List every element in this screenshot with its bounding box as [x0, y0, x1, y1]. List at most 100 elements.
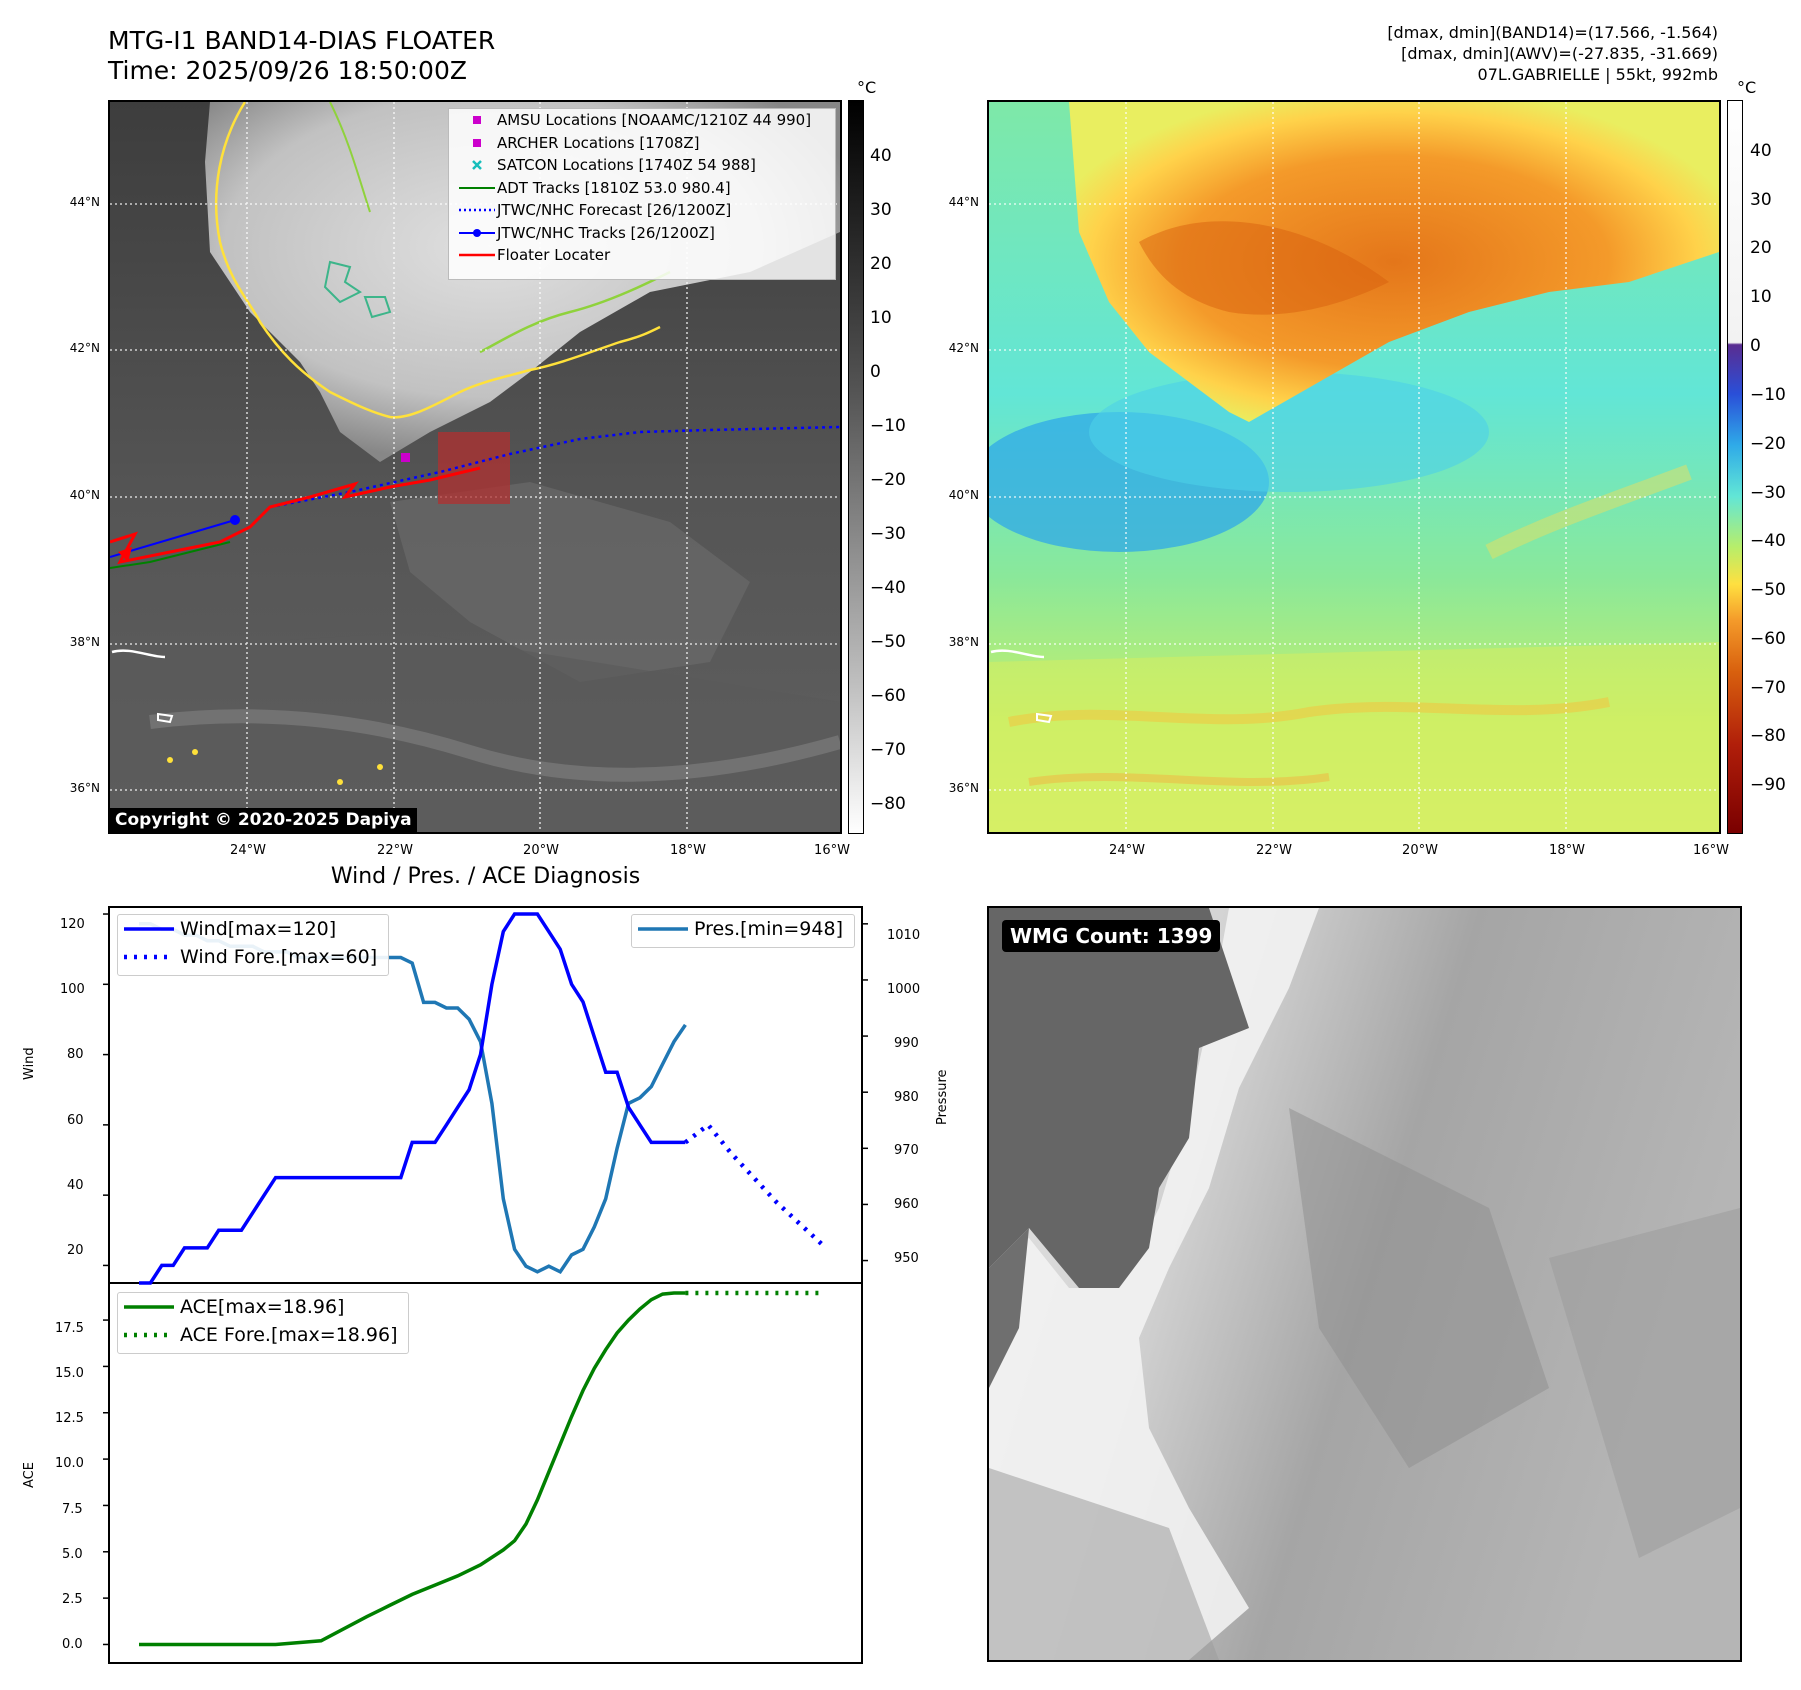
ir-colorbar-tick: −20 — [870, 470, 906, 490]
wind-tick-label: 20 — [67, 1243, 84, 1258]
forecast-dotted-icon — [459, 208, 495, 212]
ir-colorbar-unit: °C — [857, 78, 877, 97]
wmg-imagery — [989, 908, 1740, 1660]
archer-square-icon — [473, 138, 481, 147]
ace-legend: ACE[max=18.96] ACE Fore.[max=18.96] — [117, 1292, 409, 1354]
ace-tick-label: 2.5 — [62, 1592, 83, 1607]
lon-label: 22°W — [1256, 843, 1292, 858]
copyright-label: Copyright © 2020-2025 Dapiya — [110, 808, 417, 832]
pressure-tick-label: 990 — [894, 1036, 919, 1051]
adt-track — [110, 541, 231, 569]
ir-colorbar-tick: 40 — [870, 146, 892, 166]
wv-colorbar-tick: 20 — [1750, 238, 1772, 258]
ace-tick-label: 15.0 — [55, 1366, 84, 1381]
ir-colorbar-tick: −10 — [870, 416, 906, 436]
wind-tick-label: 120 — [60, 917, 85, 932]
wmg-panel: WMG Count: 1399 — [987, 906, 1742, 1662]
pressure-tick-label: 1000 — [887, 982, 921, 997]
wind-legend: Wind[max=120] Wind Fore.[max=60] — [117, 914, 389, 976]
ir-colorbar-tick: −30 — [870, 524, 906, 544]
wv-map-gridlines — [989, 102, 1719, 832]
ace-tick-label: 12.5 — [55, 1411, 84, 1426]
wmg-dark-region — [989, 908, 1249, 1288]
wv-map-imagery — [989, 102, 1719, 832]
amsu-square-icon — [473, 116, 481, 124]
lat-label: 44°N — [948, 195, 979, 209]
wv-colorbar-tick: 10 — [1750, 287, 1772, 307]
ace-tick-label: 7.5 — [62, 1502, 83, 1517]
lat-label: 40°N — [69, 488, 100, 502]
legend-amsu: AMSU Locations [NOAAMC/1210Z 44 990] — [449, 109, 835, 132]
ace-line-icon — [124, 1305, 174, 1309]
lon-label: 22°W — [377, 843, 413, 858]
wv-colorbar-tick: 30 — [1750, 190, 1772, 210]
diagnosis-title: Wind / Pres. / ACE Diagnosis — [330, 864, 641, 889]
ir-colorbar-tick: −80 — [870, 794, 906, 814]
legend-wind: Wind[max=120] — [118, 915, 388, 943]
legend-wind-fore: Wind Fore.[max=60] — [118, 943, 388, 971]
wv-colorbar — [1727, 100, 1743, 834]
lat-label: 38°N — [948, 635, 979, 649]
ir-colorbar-tick: −50 — [870, 632, 906, 652]
diagnosis-frame — [108, 906, 863, 1664]
legend-ace: ACE[max=18.96] — [118, 1293, 408, 1321]
wind-line-icon — [124, 927, 174, 931]
pressure-tick-label: 1010 — [887, 928, 921, 943]
ace-tick-label: 5.0 — [62, 1547, 83, 1562]
wv-colorbar-tick: −10 — [1750, 385, 1786, 405]
pressure-tick-label: 960 — [894, 1197, 919, 1212]
ace-tick-label: 10.0 — [55, 1456, 84, 1471]
ir-colorbar-tick: 0 — [870, 362, 881, 382]
pressure-series-line — [139, 922, 687, 1275]
forecast-track — [269, 425, 840, 509]
wind-axis-label: Wind — [22, 1047, 37, 1080]
wind-tick-label: 40 — [67, 1178, 84, 1193]
ir-colorbar-tick: 20 — [870, 254, 892, 274]
lon-label: 20°W — [1402, 843, 1438, 858]
ace-dotted-icon — [124, 1332, 174, 1338]
lon-label: 18°W — [1549, 843, 1585, 858]
wv-colorbar-tick: −50 — [1750, 580, 1786, 600]
ace-series-line — [139, 1291, 686, 1647]
lon-label: 24°W — [230, 843, 266, 858]
wv-colorbar-tick: 0 — [1750, 336, 1761, 356]
ace-tick-label: 0.0 — [62, 1637, 83, 1652]
pressure-legend: Pres.[min=948] — [631, 914, 855, 948]
legend-floater: Floater Locater — [449, 244, 835, 267]
adt-line-icon — [459, 186, 495, 189]
legend-adt: ADT Tracks [1810Z 53.0 980.4] — [449, 177, 835, 200]
legend-tracks: JTWC/NHC Tracks [26/1200Z] — [449, 222, 835, 245]
track-line-icon — [459, 228, 495, 237]
ace-axis-label: ACE — [22, 1462, 37, 1488]
wind-dotted-icon — [124, 954, 174, 960]
storm-info-text: 07L.GABRIELLE | 55kt, 992mb — [1477, 65, 1718, 84]
ir-map-panel: AMSU Locations [NOAAMC/1210Z 44 990] ARC… — [108, 100, 842, 834]
wind-series-line — [139, 912, 686, 1285]
lon-label: 18°W — [670, 843, 706, 858]
lat-label: 42°N — [948, 341, 979, 355]
pressure-tick-label: 980 — [894, 1090, 919, 1105]
coastline-yellow — [214, 102, 661, 419]
ir-colorbar-tick: −60 — [870, 686, 906, 706]
wv-colorbar-tick: −80 — [1750, 726, 1786, 746]
ir-colorbar-tick: −40 — [870, 578, 906, 598]
pressure-line-icon — [638, 927, 688, 931]
lon-label: 24°W — [1109, 843, 1145, 858]
ir-colorbar-tick: 10 — [870, 308, 892, 328]
wind-axis-ticks — [103, 913, 109, 1267]
wind-forecast-series-line — [684, 1121, 824, 1246]
archer-marker — [401, 453, 410, 462]
wv-colorbar-unit: °C — [1737, 78, 1757, 97]
figure-time: Time: 2025/09/26 18:50:00Z — [108, 56, 467, 85]
ace-axis-ticks — [103, 1319, 109, 1646]
wv-colorbar-tick: 40 — [1750, 141, 1772, 161]
wv-colorbar-tick: −60 — [1750, 629, 1786, 649]
wv-map-panel — [987, 100, 1721, 834]
satcon-x-icon — [472, 160, 482, 170]
ir-colorbar-tick: 30 — [870, 200, 892, 220]
lat-label: 40°N — [948, 488, 979, 502]
lon-label: 16°W — [1693, 843, 1729, 858]
wmg-count-badge: WMG Count: 1399 — [1002, 920, 1221, 952]
wind-tick-label: 80 — [67, 1047, 84, 1062]
